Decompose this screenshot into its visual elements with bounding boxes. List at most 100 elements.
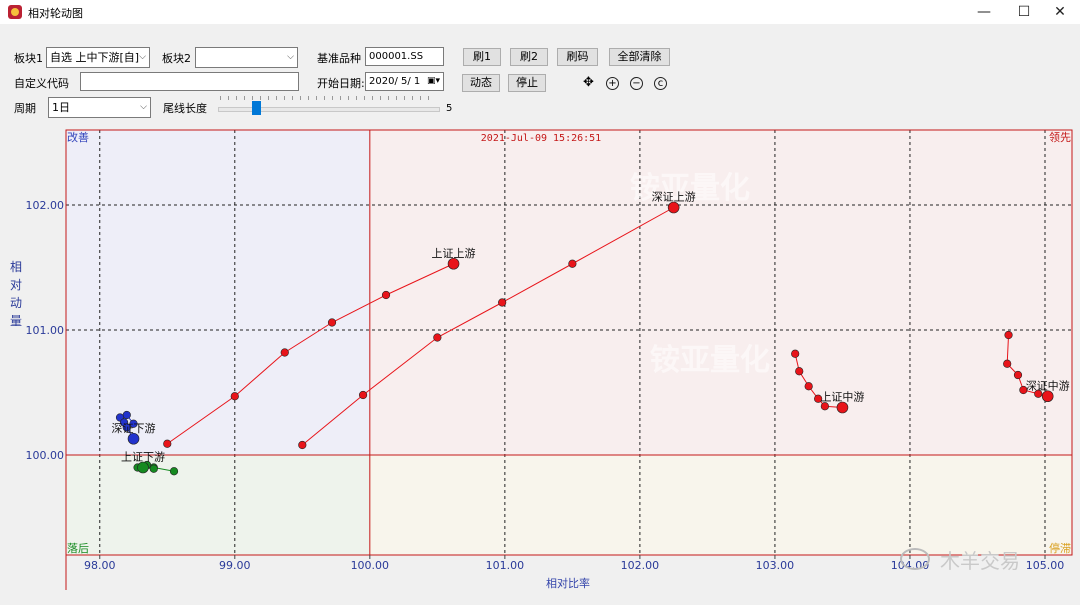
series-point xyxy=(327,318,337,327)
series-point xyxy=(163,439,172,448)
series-上证下游: 上证下游 xyxy=(121,451,179,476)
grid xyxy=(66,130,1072,555)
series-point xyxy=(791,349,800,358)
series-label: 上证下游 xyxy=(121,451,165,464)
series-上证上游: 上证上游 xyxy=(163,247,476,448)
series-point xyxy=(358,390,368,400)
series-point xyxy=(1034,389,1043,398)
block1-value: 自选 上中下游[自] xyxy=(50,51,140,64)
period-label: 周期 xyxy=(14,102,36,115)
zoom-out-icon[interactable]: − xyxy=(630,77,643,90)
reset-icon[interactable]: c xyxy=(654,77,667,90)
tail-length-label: 尾线长度 xyxy=(163,102,207,115)
series-point xyxy=(381,290,391,300)
series-head-point xyxy=(137,461,149,474)
clear-all-button[interactable]: 全部清除 xyxy=(609,48,670,66)
refresh-code-button[interactable]: 刷码 xyxy=(557,48,598,66)
series-深证中游: 深证中游 xyxy=(1003,330,1070,403)
series-head-point xyxy=(447,257,460,270)
tick-labels: 98.00 99.00 100.00 101.00 102.00 103.00 104.00… xyxy=(26,199,1065,572)
start-date-picker[interactable]: 2020/ 5/ 1 ▣▾ xyxy=(365,72,444,91)
series-label: 上证上游 xyxy=(432,247,476,260)
series-point xyxy=(1013,370,1023,380)
series-point xyxy=(814,394,823,403)
x-axis-label: 相对比率 xyxy=(546,576,590,590)
x-tick-label: 101.00 xyxy=(486,559,525,572)
series-point xyxy=(804,382,813,391)
chevron-down-icon: ⌵ xyxy=(287,52,294,62)
series-上证中游: 上证中游 xyxy=(791,349,864,414)
quadrant-label-leading: 领先 xyxy=(1049,131,1071,144)
series-label: 上证中游 xyxy=(820,391,864,404)
start-date-value: 2020/ 5/ 1 xyxy=(369,76,421,87)
custom-code-input[interactable] xyxy=(80,72,299,91)
quadrant-label-lagging: 落后 xyxy=(67,542,89,555)
y-axis-label-char: 对 xyxy=(10,278,22,292)
tail-length-value: 5 xyxy=(446,103,453,114)
quadrant-label-weakening: 停滞 xyxy=(1049,541,1071,555)
series-point xyxy=(169,467,179,476)
x-tick-label: 99.00 xyxy=(219,559,251,572)
series-head-point xyxy=(836,401,849,414)
x-tick-label: 98.00 xyxy=(84,559,116,572)
series-point xyxy=(568,259,577,268)
series-point xyxy=(820,402,829,411)
series-head-point xyxy=(1041,390,1054,403)
x-tick-label: 105.00 xyxy=(1026,559,1065,572)
period-select[interactable]: 1日 ⌵ xyxy=(48,97,151,118)
move-icon[interactable]: ✥ xyxy=(583,75,594,90)
series-head-point xyxy=(667,201,680,214)
dynamic-button[interactable]: 动态 xyxy=(462,74,500,92)
series-point xyxy=(280,348,289,357)
quadrant-lagging xyxy=(66,455,370,555)
minimize-button[interactable]: — xyxy=(977,4,991,20)
wechat-logo-icon xyxy=(900,548,930,570)
series-point xyxy=(298,440,307,450)
series-point xyxy=(433,333,442,342)
quadrant-weakening xyxy=(369,455,1072,555)
period-value: 1日 xyxy=(52,101,70,114)
x-tick-label: 100.00 xyxy=(351,559,390,572)
series-point xyxy=(1003,359,1012,368)
series-point xyxy=(230,392,239,401)
watermark-2: 铵亚量化 xyxy=(650,343,770,378)
y-tick-label: 100.00 xyxy=(26,449,65,462)
tail-length-slider-thumb[interactable] xyxy=(252,101,261,115)
y-axis-label-char: 量 xyxy=(10,314,22,328)
zoom-in-icon[interactable]: + xyxy=(606,77,619,90)
chevron-down-icon: ⌵ xyxy=(139,52,146,62)
series-line xyxy=(301,207,674,446)
y-tick-label: 101.00 xyxy=(26,324,65,337)
maximize-button[interactable]: ☐ xyxy=(1017,4,1031,20)
quadrant-label-improving: 改善 xyxy=(67,130,89,144)
refresh1-button[interactable]: 刷1 xyxy=(463,48,501,66)
base-input[interactable]: 000001.SS xyxy=(365,47,444,66)
center-axes xyxy=(65,129,1073,590)
series-深证上游: 深证上游 xyxy=(298,191,696,450)
refresh2-button[interactable]: 刷2 xyxy=(510,48,548,66)
window-title: 相对轮动图 xyxy=(28,7,83,20)
series-point xyxy=(1019,385,1028,395)
tail-length-slider[interactable] xyxy=(218,107,440,112)
y-tick-label: 102.00 xyxy=(26,199,65,212)
stop-button[interactable]: 停止 xyxy=(508,74,546,92)
watermark-1: 铵亚量化 xyxy=(630,171,750,206)
title-bar: 相对轮动图 — ☐ ✕ xyxy=(0,0,1080,24)
base-label: 基准品种 xyxy=(317,52,361,65)
block2-select[interactable]: ⌵ xyxy=(195,47,298,68)
series-label: 深证上游 xyxy=(652,191,696,204)
quadrant-improving xyxy=(66,130,370,455)
series-head-point xyxy=(127,432,140,445)
close-button[interactable]: ✕ xyxy=(1054,4,1066,20)
series-point xyxy=(1004,330,1013,340)
series-point xyxy=(149,464,158,473)
chart-timestamp: 2021-Jul-09 15:26:51 xyxy=(481,133,601,144)
series-label: 深证下游 xyxy=(112,422,156,435)
footer-watermark: 木羊交易 xyxy=(940,549,1020,573)
series-深证下游: 深证下游 xyxy=(112,410,156,445)
custom-code-label: 自定义代码 xyxy=(14,77,69,90)
block1-select[interactable]: 自选 上中下游[自] ⌵ xyxy=(46,47,150,68)
